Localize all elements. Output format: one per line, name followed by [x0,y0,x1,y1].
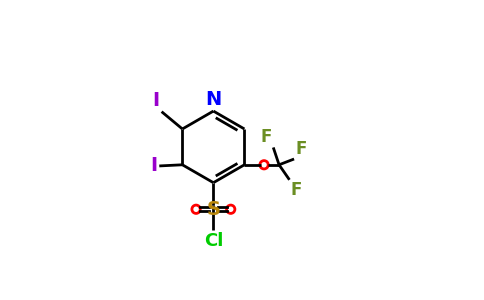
Text: I: I [151,156,157,176]
Text: F: F [295,140,306,158]
Text: Cl: Cl [204,232,223,250]
Text: S: S [206,200,220,219]
Text: I: I [152,91,159,110]
Text: F: F [261,128,272,146]
Text: N: N [205,90,222,109]
Text: F: F [290,181,302,199]
